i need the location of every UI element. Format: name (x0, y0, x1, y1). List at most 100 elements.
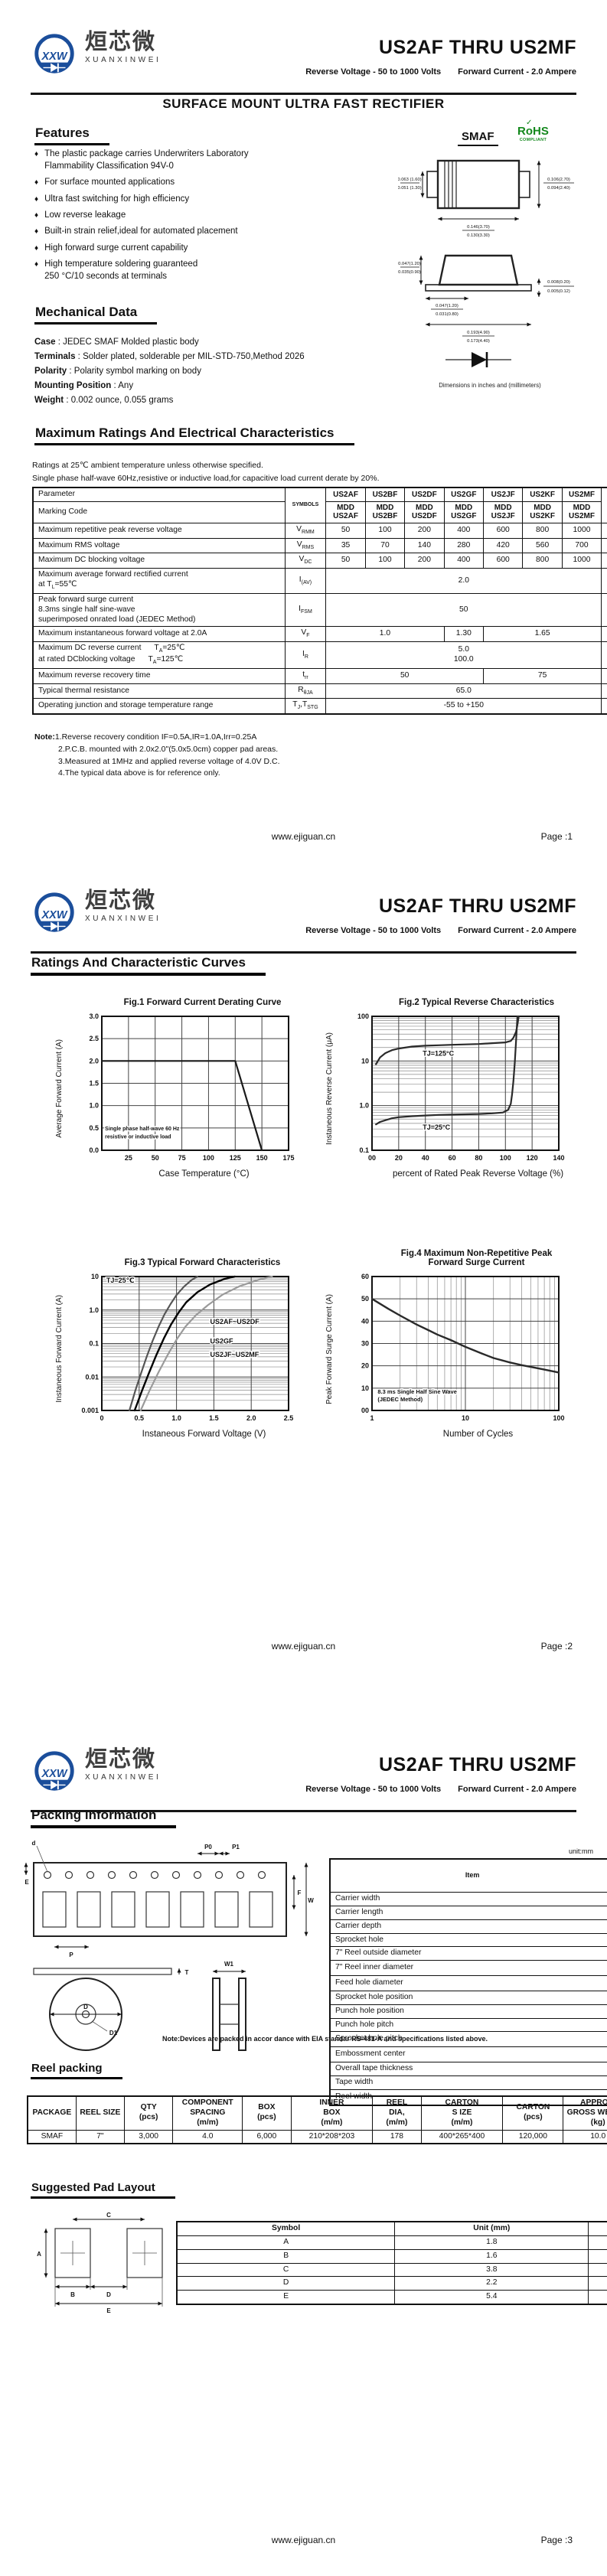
dimension-label: 0.047(1.20) (398, 262, 421, 266)
x-tick-label: 20 (395, 1154, 403, 1162)
reel-dim-label: W1 (224, 1961, 234, 1968)
rohs-text: ✓ RoHS (517, 119, 549, 138)
chart-series (375, 1015, 520, 1065)
x-tick-label: 100 (500, 1154, 511, 1162)
table-cell: US2GF (443, 487, 484, 502)
x-tick-label: 2.0 (246, 1414, 256, 1422)
tape-dim-label: d (32, 1840, 36, 1847)
x-tick-label: 60 (449, 1154, 456, 1162)
ratings-conditions: Ratings at 25℃ ambient temperature unles… (32, 461, 380, 483)
forward-current-rating: Forward Current - 2.0 Ampere (458, 67, 576, 77)
chart-annotation: TJ=125°C (423, 1050, 454, 1058)
figure-1: Fig.1 Forward Current Derating Curve Ave… (55, 998, 319, 1179)
brand-name-english: XUANXINWEI (85, 56, 162, 65)
table-cell: Parameter (32, 487, 286, 502)
dimension-label: 0.035(0.90) (398, 270, 421, 275)
table-cell: Operating junction and storage temperatu… (32, 698, 286, 715)
figure-4-chart: 1 10 100 00 10 20 30 40 50 60 8.3 ms Single Half S… (337, 1270, 566, 1427)
table-cell: US2KF (522, 487, 563, 502)
dimensions-caption: Dimensions in inches and (millimeters) (439, 382, 541, 389)
table-cell: MDD US2JF (482, 501, 524, 523)
table-cell: Maximum repetitive peak reverse voltage (32, 522, 286, 539)
table-cell: trr (284, 667, 327, 684)
table-cell: 7" (75, 2129, 126, 2144)
y-tick-label: 100 (357, 1012, 369, 1020)
table-cell: Carrier length (329, 1905, 607, 1920)
tape-dim-label: P0 (204, 1844, 212, 1850)
header-subtitle: Reverse Voltage - 50 to 1000 Volts Forwar… (305, 1785, 576, 1794)
mechanical-row: Terminals : Solder plated, solderable pe… (34, 352, 305, 362)
pad-dim-label: C (106, 2212, 111, 2219)
table-cell: COMPONENT SPACING (m/m) (172, 2095, 243, 2131)
note-line: 4.The typical data above is for referenc… (58, 768, 220, 778)
table-cell: Punch hole pitch (329, 2017, 607, 2033)
note-line: 3.Measured at 1MHz and applied reverse v… (58, 756, 280, 766)
table-cell: 50 (325, 592, 602, 628)
table-cell: 1.6 (394, 2248, 589, 2264)
ratings-table: Parameter SYMBOLS US2AF US2BF US2DF US2GF US2J… (32, 487, 607, 716)
figure-4: Fig.4 Maximum Non-Repetitive Peak Forwar… (325, 1246, 597, 1439)
diamond-bullet-icon: ♦ (34, 150, 39, 158)
dimension-label: 0.130(3.30) (467, 233, 490, 238)
table-cell: 70 (364, 537, 406, 554)
footer-website: www.ejiguan.cn (271, 2535, 336, 2545)
chart-series (139, 1275, 273, 1412)
table-cell: ℃/W (601, 683, 607, 699)
carrier-tape-and-reel-drawing: P0 P1 d E F W P T D D1 W1 (24, 1840, 314, 2051)
table-cell: IFSM (284, 592, 327, 628)
brand-logo: XXW 烜芯微 XUANXINWEI (31, 889, 161, 937)
table-cell: 35 (325, 537, 366, 554)
figure-4-ylabel: Peak Forward Surge Current (A) (325, 1293, 334, 1404)
table-cell: 400 (443, 553, 484, 569)
brand-name-chinese: 烜芯微 (85, 30, 157, 54)
table-cell: 1.0 (325, 626, 445, 643)
feature-item: ♦ Built-in strain relief,ideal for automa… (34, 226, 364, 238)
feature-item: ♦ High forward surge current capability (34, 243, 364, 255)
tape-dim-label: E (24, 1879, 29, 1886)
table-cell: Maximum instantaneous forward voltage at… (32, 626, 286, 643)
figure-3-xlabel: Instaneous Forward Voltage (V) (142, 1430, 266, 1439)
table-cell: 560 (522, 537, 563, 554)
table-cell: 2.0 (325, 568, 602, 594)
page-header: XXW 烜芯微 XUANXINWEI US2AF THRU US2MF Reve… (31, 1745, 576, 1812)
table-cell: 10.0 (563, 2129, 607, 2144)
chart-annotation: Single phase half-wave 60 Hz (105, 1127, 180, 1132)
tape-dim-label: T (185, 1969, 189, 1976)
table-cell: Item (329, 1858, 607, 1893)
chart-annotation: US2AF~US2DF (210, 1318, 260, 1325)
pad-layout-heading: Suggested Pad Layout (31, 2181, 175, 2199)
table-cell: 0.071 (588, 2235, 607, 2250)
table-cell: 4.0 (172, 2129, 243, 2144)
header-divider (31, 93, 576, 95)
y-tick-label: 1.5 (89, 1080, 99, 1087)
x-tick-label: 50 (152, 1154, 159, 1162)
table-cell: A (601, 568, 607, 594)
table-cell: 1000 (561, 522, 602, 539)
package-name-label: SMAF (458, 130, 498, 146)
x-tick-label: 2.5 (284, 1414, 294, 1422)
table-cell: 50 (325, 522, 366, 539)
table-cell: US2DF (404, 487, 445, 502)
y-tick-label: 1.0 (359, 1102, 369, 1110)
figure-3-chart: 0 0.5 1.0 1.5 2.0 2.5 0.001 0.01 0.1 1.0 10 TJ=25℃ U… (67, 1270, 296, 1427)
x-tick-label: 00 (368, 1154, 376, 1162)
y-tick-label: 50 (361, 1295, 369, 1303)
table-cell: 1.8 (394, 2235, 589, 2250)
table-cell: 280 (443, 537, 484, 554)
table-cell: Symbol (176, 2221, 396, 2236)
chart-annotation: TJ=25℃ (106, 1277, 135, 1284)
table-cell: 6,000 (242, 2129, 292, 2144)
x-tick-label: 1.5 (209, 1414, 219, 1422)
table-cell: B (176, 2248, 396, 2264)
y-tick-label: 0.01 (85, 1373, 99, 1381)
table-cell: μA (601, 641, 607, 669)
table-cell: Peak forward surge current 8.3ms single … (32, 592, 286, 628)
reel-packing-table: PACKAGE REEL SIZE QTY (pcs) COMPONENT SPACI… (27, 2095, 607, 2145)
table-cell: -55 to +150 (325, 698, 602, 715)
figure-3-ylabel: Instaneous Forward Current (A) (55, 1295, 64, 1403)
x-tick-label: 100 (203, 1154, 214, 1162)
figure-3: Fig.3 Typical Forward Characteristics In… (55, 1246, 319, 1439)
table-cell: 600 (482, 522, 524, 539)
note-line: 2.P.C.B. mounted with 2.0x2.0"(5.0x5.0cm… (58, 744, 279, 754)
